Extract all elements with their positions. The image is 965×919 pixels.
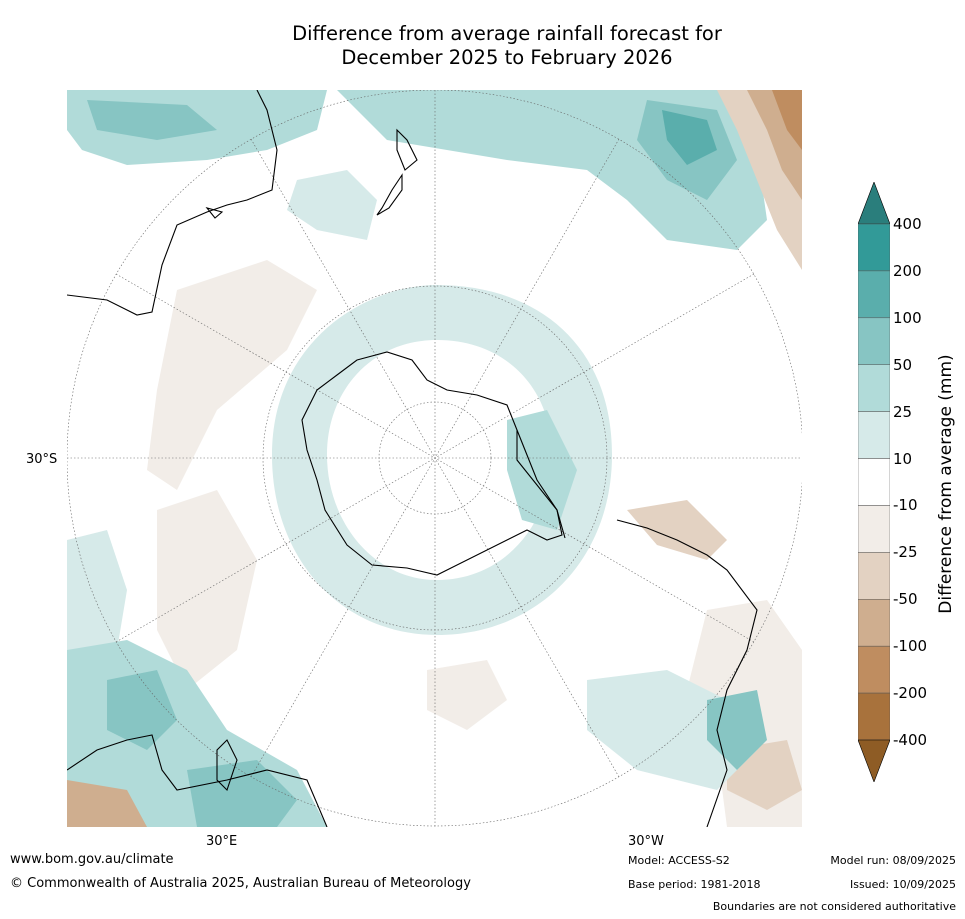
colorbar-block: [858, 692, 890, 741]
anomaly-patches: [67, 90, 802, 827]
nz-north: [396, 128, 418, 171]
colorbar-tick-label: -50: [893, 590, 918, 609]
colorbar-tick-label: -200: [893, 684, 928, 703]
graticule: [67, 90, 802, 827]
colorbar-title: Difference from average (mm): [936, 354, 956, 614]
lon-label-30w: 30°W: [628, 834, 664, 849]
rainfall-map: [67, 90, 802, 827]
teal-south-america-left: [507, 410, 577, 530]
disclaimer-text: Boundaries are not considered authoritat…: [712, 900, 956, 913]
colorbar-extend-bottom: [858, 739, 890, 782]
model-run-label: Model run: 08/09/2025: [830, 854, 956, 867]
south-america-coast: [616, 519, 758, 827]
map-svg: [67, 90, 802, 827]
title-line-2: December 2025 to February 2026: [341, 46, 673, 69]
colorbar-block: [858, 645, 890, 694]
lat-label-30s: 30°S: [26, 452, 58, 467]
colorbar-tick-label: 100: [893, 308, 922, 327]
colorbar-block: [858, 599, 890, 647]
australia-coast: [67, 90, 278, 316]
colorbar-block: [858, 411, 890, 459]
colorbar-tick-label: 400: [893, 215, 922, 233]
nz-south: [376, 173, 403, 216]
lon-label-30e: 30°E: [206, 834, 238, 849]
colorbar-extend-top: [858, 182, 890, 225]
colorbar-tick-label: -25: [893, 543, 918, 562]
colorbar-tick-label: -400: [893, 731, 928, 749]
tan-bottom-center: [427, 660, 507, 730]
teal-nz-region: [287, 170, 377, 240]
colorbar: [858, 182, 890, 782]
issued-label: Issued: 10/09/2025: [849, 878, 956, 891]
tan-bottom-left: [67, 780, 147, 827]
antarctic-peninsula: [516, 429, 566, 539]
colorbar-block: [858, 223, 890, 272]
coastlines: [67, 90, 758, 827]
colorbar-block: [858, 552, 890, 600]
colorbar-tick-label: 10: [893, 449, 913, 468]
colorbar-block: [858, 270, 890, 319]
model-label: Model: ACCESS-S2: [628, 854, 730, 867]
tan-plume-west: [147, 260, 317, 490]
website-url[interactable]: www.bom.gov.au/climate: [10, 852, 174, 867]
colorbar-tick-label: 200: [893, 261, 922, 280]
teal-bottom-left-core-2: [187, 760, 297, 827]
tan-plume-southwest: [157, 490, 257, 690]
colorbar-tick-label: -100: [893, 637, 928, 656]
antarctic-ring: [272, 285, 612, 635]
teal-band-top-deep: [662, 110, 717, 165]
tan-andes: [627, 500, 727, 560]
colorbar-block: [858, 364, 890, 412]
tan-top-right-deep: [772, 90, 802, 150]
chart-title: Difference from average rainfall forecas…: [0, 22, 965, 70]
teal-bottom-left-core: [107, 670, 177, 750]
colorbar-blocks: [858, 182, 890, 782]
colorbar-tick-label: 25: [893, 402, 913, 421]
teal-left-edge: [67, 530, 127, 670]
teal-band-top-left-core: [87, 100, 217, 140]
africa-coast: [67, 734, 328, 827]
madagascar: [216, 739, 238, 792]
copyright-notice: © Commonwealth of Australia 2025, Austra…: [10, 876, 471, 891]
colorbar-block: [858, 317, 890, 365]
title-line-1: Difference from average rainfall forecas…: [292, 22, 722, 45]
antarctica-coast: [301, 351, 563, 576]
colorbar-tick-label: 50: [893, 355, 913, 374]
colorbar-block: [858, 505, 890, 553]
colorbar-tick-label: -10: [893, 496, 918, 515]
tasmania: [205, 207, 224, 219]
colorbar-block: [858, 458, 890, 506]
base-period-label: Base period: 1981-2018: [628, 878, 761, 891]
